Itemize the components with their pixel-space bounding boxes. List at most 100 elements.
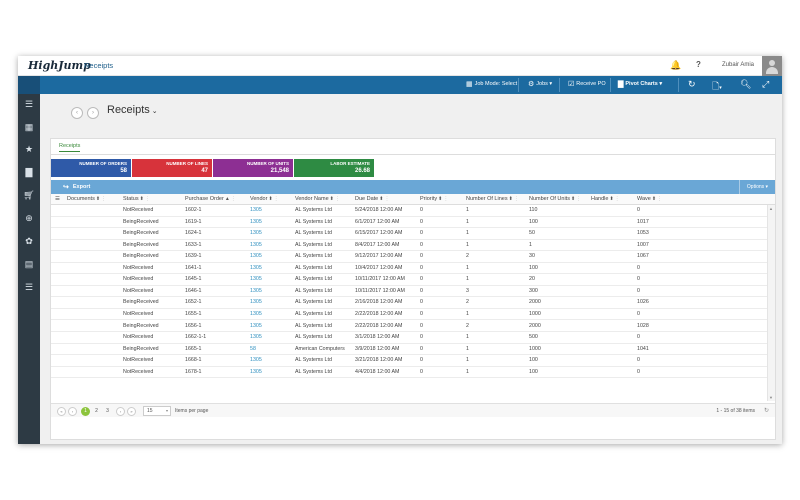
list-icon[interactable]: ☰: [24, 282, 34, 292]
cart-icon[interactable]: 🛒︎: [23, 190, 35, 200]
bar-chart-icon[interactable]: ▇: [25, 167, 33, 177]
table-cell-vendor[interactable]: 1305: [250, 322, 262, 329]
column-header-due-date[interactable]: Due Date⬍⋮: [355, 196, 389, 202]
sort-icon[interactable]: ⬍: [609, 196, 614, 202]
star-icon[interactable]: ★: [24, 144, 34, 154]
refresh-icon[interactable]: ↻: [763, 408, 769, 414]
tab-receipts[interactable]: Receipts: [59, 143, 81, 152]
sort-icon[interactable]: ⬍: [438, 196, 443, 202]
table-cell-vendor[interactable]: 1305: [250, 218, 262, 225]
jobs-button[interactable]: ⚙ Jobs ▾: [528, 81, 553, 88]
table-row[interactable]: BeingReceived 1639-1 1305 AL Systems Ltd 9/1…: [51, 251, 767, 263]
table-cell-vendor[interactable]: 58: [250, 345, 256, 352]
column-header-purchase-order[interactable]: Purchase Order▲⋮: [185, 196, 236, 202]
table-row[interactable]: NotReceived 1655-1 1305 AL Systems Ltd 2/22/…: [51, 309, 767, 321]
back-button[interactable]: ‹: [71, 107, 83, 119]
column-chooser-icon[interactable]: ☰: [55, 196, 60, 202]
card-number-of-lines[interactable]: Number of Lines 47: [132, 159, 212, 177]
card-number-of-units[interactable]: Number of Units 21,548: [213, 159, 293, 177]
table-row[interactable]: NotReceived 1668-1 1305 AL Systems Ltd 3/21/…: [51, 355, 767, 367]
table-cell-vendor[interactable]: 1305: [250, 241, 262, 248]
sort-icon[interactable]: ⬍: [379, 196, 384, 202]
app-logo[interactable]: HighJump: [28, 59, 91, 72]
table-cell-vendor[interactable]: 1305: [250, 264, 262, 271]
vertical-scrollbar[interactable]: ▲ ▼: [767, 205, 775, 401]
table-row[interactable]: BeingReceived 1619-1 1305 AL Systems Ltd 6/1…: [51, 217, 767, 229]
expand-icon[interactable]: ⤢: [762, 79, 770, 89]
table-row[interactable]: NotReceived 1645-1 1305 AL Systems Ltd 10/11…: [51, 274, 767, 286]
sort-icon[interactable]: ⬍: [139, 196, 144, 202]
table-row[interactable]: NotReceived 1678-1 1305 AL Systems Ltd 4/4/2…: [51, 367, 767, 379]
page-3-button[interactable]: 3: [106, 408, 109, 414]
job-mode-button[interactable]: ▦ Job Mode: Select: [466, 81, 518, 88]
per-page-select[interactable]: 15 ▾: [143, 406, 171, 416]
column-menu-icon[interactable]: ⋮: [273, 196, 279, 202]
column-menu-icon[interactable]: ⋮: [230, 196, 236, 202]
column-menu-icon[interactable]: ⋮: [576, 196, 582, 202]
scroll-up-icon[interactable]: ▲: [769, 206, 773, 211]
column-header-vendor[interactable]: Vendor⬍⋮: [250, 196, 279, 202]
forward-button[interactable]: ›: [87, 107, 99, 119]
table-cell-vendor[interactable]: 1305: [250, 299, 262, 306]
sort-icon[interactable]: ⬍: [95, 196, 101, 202]
table-row[interactable]: NotReceived 1641-1 1305 AL Systems Ltd 10/4/…: [51, 263, 767, 275]
apps-grid-icon[interactable]: ▦: [24, 122, 34, 132]
card-labor-estimate[interactable]: Labor Estimate 26.68: [294, 159, 374, 177]
scroll-down-icon[interactable]: ▼: [769, 395, 773, 400]
receive-po-button[interactable]: ☑ Receive PO: [568, 81, 606, 88]
column-menu-icon[interactable]: ⋮: [334, 196, 340, 202]
avatar[interactable]: [762, 56, 782, 76]
pivot-charts-button[interactable]: ▇ Pivot Charts ▾: [618, 81, 663, 88]
table-cell-vendor[interactable]: 1305: [250, 334, 262, 341]
table-row[interactable]: BeingReceived 1656-1 1305 AL Systems Ltd 2/2…: [51, 321, 767, 332]
film-icon[interactable]: ▤: [24, 259, 34, 269]
bell-icon[interactable]: 🔔: [670, 60, 682, 70]
column-menu-icon[interactable]: ⋮: [443, 196, 449, 202]
table-cell-vendor[interactable]: 1305: [250, 357, 262, 364]
table-row[interactable]: BeingReceived 1624-1 1305 AL Systems Ltd 6/1…: [51, 228, 767, 240]
hamburger-menu-icon[interactable]: ☰: [24, 99, 34, 109]
column-header-vendor-name[interactable]: Vendor Name⬍⋮: [295, 196, 340, 202]
refresh-icon[interactable]: ↻: [688, 79, 696, 89]
help-icon[interactable]: ?: [696, 60, 701, 69]
column-header-priority[interactable]: Priority⬍⋮: [420, 196, 448, 202]
people-icon[interactable]: ✿: [25, 236, 33, 246]
card-number-of-orders[interactable]: Number of Orders 58: [51, 159, 131, 177]
table-cell-vendor[interactable]: 1305: [250, 276, 262, 283]
column-menu-icon[interactable]: ⋮: [614, 196, 620, 202]
column-menu-icon[interactable]: ⋮: [513, 196, 519, 202]
column-menu-icon[interactable]: ⋮: [144, 196, 150, 202]
column-menu-icon[interactable]: ⋮: [657, 196, 663, 202]
table-cell-vendor[interactable]: 1305: [250, 310, 262, 317]
document-icon[interactable]: 🗋▾: [712, 81, 722, 91]
sort-icon[interactable]: ⬍: [508, 196, 513, 202]
table-row[interactable]: NotReceived 1602-1 1305 AL Systems Ltd 5/24/…: [51, 205, 767, 217]
column-header-wave[interactable]: Wave⬍⋮: [637, 196, 662, 202]
column-header-number-of-units[interactable]: Number Of Units⬍⋮: [529, 196, 581, 202]
column-menu-icon[interactable]: ⋮: [101, 196, 107, 202]
page-title[interactable]: Receipts ⌄: [107, 104, 158, 116]
column-header-handle[interactable]: Handle⬍⋮: [591, 196, 620, 202]
column-header-status[interactable]: Status⬍⋮: [123, 196, 150, 202]
sort-icon[interactable]: ⬍: [651, 196, 657, 202]
table-row[interactable]: BeingReceived 1665-1 58 American Computers 3…: [51, 344, 767, 356]
table-row[interactable]: NotReceived 1646-1 1305 AL Systems Ltd 10/11…: [51, 286, 767, 298]
table-cell-vendor[interactable]: 1305: [250, 207, 262, 213]
sort-icon[interactable]: ⬍: [329, 196, 334, 202]
table-cell-vendor[interactable]: 1305: [250, 368, 262, 375]
table-cell-vendor[interactable]: 1305: [250, 253, 262, 260]
options-button[interactable]: Options ▾: [739, 180, 775, 194]
first-page-button[interactable]: «: [57, 407, 66, 416]
last-page-button[interactable]: »: [127, 407, 136, 416]
sort-icon[interactable]: ▲: [224, 196, 230, 202]
search-icon[interactable]: 🔍︎: [740, 79, 752, 89]
plus-circle-icon[interactable]: ⊕: [25, 213, 33, 223]
sort-icon[interactable]: ⬍: [268, 196, 273, 202]
user-name[interactable]: Zubair Amia: [722, 62, 755, 68]
column-header-number-of-lines[interactable]: Number Of Lines⬍⋮: [466, 196, 519, 202]
table-row[interactable]: BeingReceived 1633-1 1305 AL Systems Ltd 8/4…: [51, 240, 767, 252]
table-row[interactable]: NotReceived 1662-1-1 1305 AL Systems Ltd 3/1…: [51, 332, 767, 344]
prev-page-button[interactable]: ‹: [68, 407, 77, 416]
page-1-button[interactable]: 1: [81, 407, 90, 416]
table-cell-vendor[interactable]: 1305: [250, 230, 262, 237]
